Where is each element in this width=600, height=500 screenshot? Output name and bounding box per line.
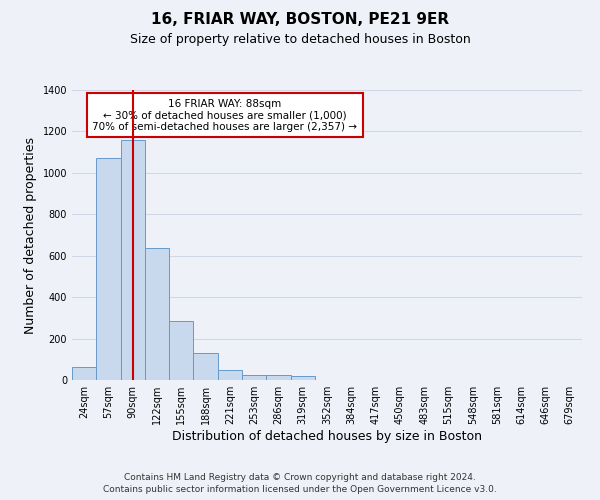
Text: Contains public sector information licensed under the Open Government Licence v3: Contains public sector information licen…: [103, 485, 497, 494]
Text: Size of property relative to detached houses in Boston: Size of property relative to detached ho…: [130, 32, 470, 46]
Text: 16 FRIAR WAY: 88sqm
← 30% of detached houses are smaller (1,000)
70% of semi-det: 16 FRIAR WAY: 88sqm ← 30% of detached ho…: [92, 98, 358, 132]
Text: Contains HM Land Registry data © Crown copyright and database right 2024.: Contains HM Land Registry data © Crown c…: [124, 472, 476, 482]
Bar: [72, 366, 96, 380]
Bar: [145, 248, 169, 380]
Bar: [290, 376, 315, 380]
Bar: [96, 158, 121, 380]
Text: 16, FRIAR WAY, BOSTON, PE21 9ER: 16, FRIAR WAY, BOSTON, PE21 9ER: [151, 12, 449, 28]
Bar: [218, 370, 242, 380]
Y-axis label: Number of detached properties: Number of detached properties: [24, 136, 37, 334]
Bar: [169, 321, 193, 380]
Bar: [242, 375, 266, 380]
Bar: [193, 353, 218, 380]
Bar: [121, 140, 145, 380]
Bar: [266, 375, 290, 380]
X-axis label: Distribution of detached houses by size in Boston: Distribution of detached houses by size …: [172, 430, 482, 443]
